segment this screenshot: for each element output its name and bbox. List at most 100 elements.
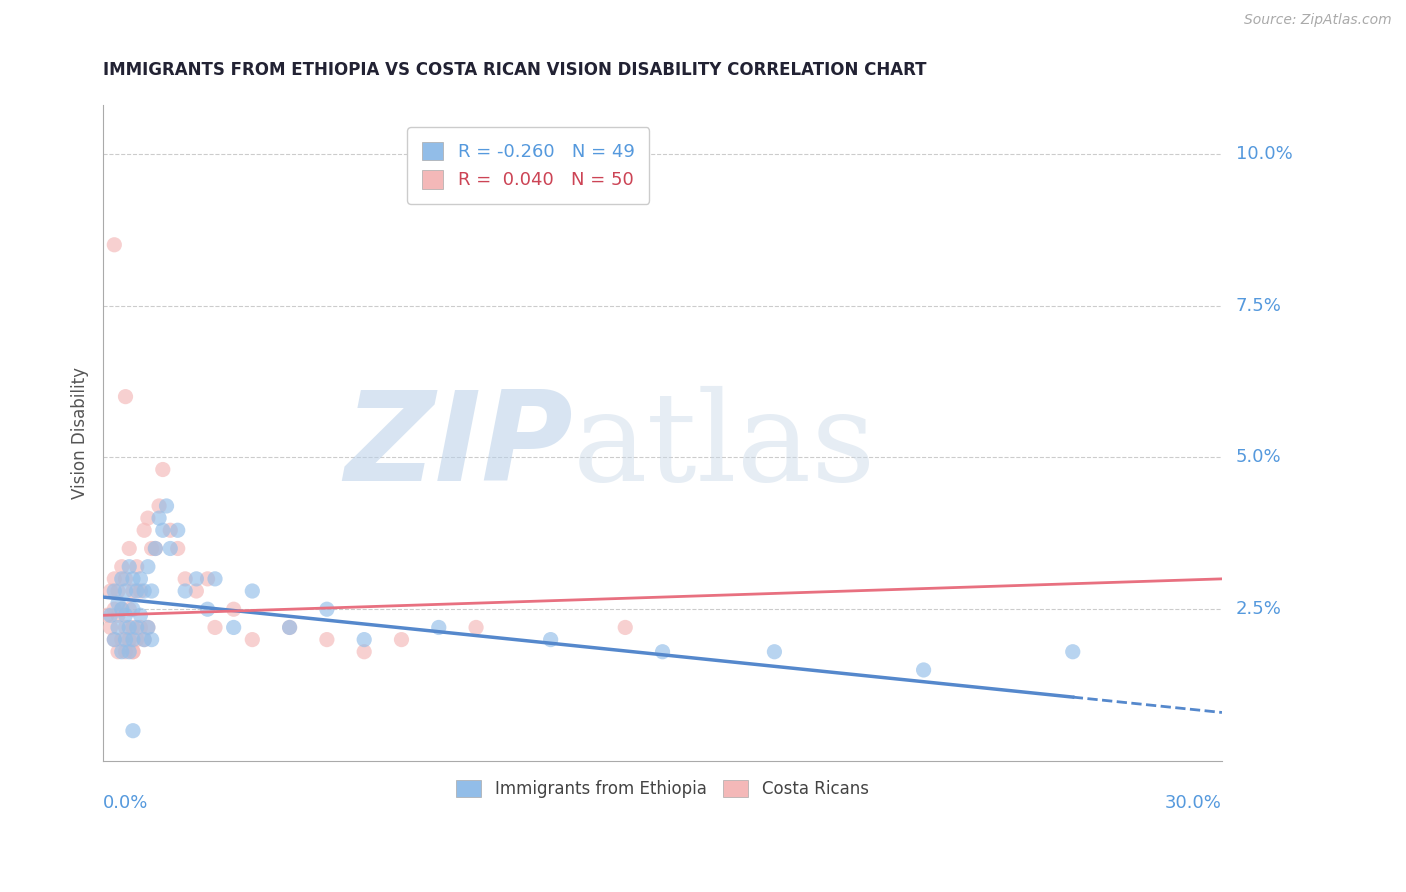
- Point: [129, 584, 152, 599]
- Point: [166, 523, 188, 537]
- Point: [129, 608, 152, 623]
- Text: atlas: atlas: [574, 385, 876, 507]
- Point: [111, 602, 134, 616]
- Point: [125, 584, 148, 599]
- Point: [141, 541, 163, 556]
- Point: [912, 663, 935, 677]
- Text: 5.0%: 5.0%: [1236, 449, 1281, 467]
- Point: [204, 572, 226, 586]
- Text: 2.5%: 2.5%: [1236, 600, 1282, 618]
- Point: [315, 632, 337, 647]
- Point: [174, 584, 197, 599]
- Point: [114, 390, 136, 404]
- Point: [174, 572, 197, 586]
- Point: [136, 559, 159, 574]
- Point: [159, 523, 181, 537]
- Point: [96, 608, 118, 623]
- Point: [125, 559, 148, 574]
- Point: [122, 602, 145, 616]
- Point: [100, 608, 122, 623]
- Point: [103, 572, 125, 586]
- Point: [315, 602, 337, 616]
- Point: [427, 620, 450, 634]
- Point: [278, 620, 301, 634]
- Point: [118, 632, 141, 647]
- Point: [100, 620, 122, 634]
- Point: [122, 584, 145, 599]
- Point: [114, 632, 136, 647]
- Point: [118, 645, 141, 659]
- Point: [111, 559, 134, 574]
- Point: [222, 620, 245, 634]
- Point: [103, 584, 125, 599]
- Point: [111, 602, 134, 616]
- Point: [129, 572, 152, 586]
- Point: [278, 620, 301, 634]
- Point: [136, 620, 159, 634]
- Point: [763, 645, 786, 659]
- Text: 0.0%: 0.0%: [103, 794, 149, 812]
- Point: [143, 541, 166, 556]
- Point: [107, 645, 129, 659]
- Point: [103, 632, 125, 647]
- Point: [159, 541, 181, 556]
- Point: [114, 572, 136, 586]
- Point: [114, 584, 136, 599]
- Point: [134, 632, 156, 647]
- Point: [152, 523, 174, 537]
- Point: [141, 632, 163, 647]
- Point: [148, 499, 170, 513]
- Point: [240, 632, 263, 647]
- Point: [107, 608, 129, 623]
- Point: [122, 632, 145, 647]
- Point: [122, 645, 145, 659]
- Point: [148, 511, 170, 525]
- Point: [103, 632, 125, 647]
- Point: [134, 523, 156, 537]
- Point: [122, 645, 145, 659]
- Point: [122, 572, 145, 586]
- Point: [204, 620, 226, 634]
- Point: [111, 645, 134, 659]
- Text: 10.0%: 10.0%: [1236, 145, 1292, 162]
- Point: [114, 620, 136, 634]
- Point: [134, 632, 156, 647]
- Point: [129, 620, 152, 634]
- Point: [103, 237, 125, 252]
- Point: [240, 584, 263, 599]
- Point: [118, 541, 141, 556]
- Point: [197, 602, 219, 616]
- Point: [136, 511, 159, 525]
- Point: [122, 620, 145, 634]
- Point: [353, 632, 375, 647]
- Legend: Immigrants from Ethiopia, Costa Ricans: Immigrants from Ethiopia, Costa Ricans: [443, 767, 882, 812]
- Point: [136, 620, 159, 634]
- Point: [152, 462, 174, 476]
- Point: [114, 608, 136, 623]
- Point: [134, 584, 156, 599]
- Point: [107, 620, 129, 634]
- Point: [122, 723, 145, 738]
- Point: [614, 620, 637, 634]
- Point: [125, 632, 148, 647]
- Point: [111, 632, 134, 647]
- Point: [118, 559, 141, 574]
- Text: ZIP: ZIP: [344, 385, 574, 507]
- Point: [143, 541, 166, 556]
- Point: [222, 602, 245, 616]
- Point: [107, 584, 129, 599]
- Point: [118, 602, 141, 616]
- Point: [1062, 645, 1084, 659]
- Text: 30.0%: 30.0%: [1166, 794, 1222, 812]
- Point: [651, 645, 673, 659]
- Point: [186, 584, 208, 599]
- Point: [540, 632, 562, 647]
- Point: [197, 572, 219, 586]
- Point: [353, 645, 375, 659]
- Point: [107, 596, 129, 610]
- Point: [114, 645, 136, 659]
- Point: [118, 620, 141, 634]
- Text: IMMIGRANTS FROM ETHIOPIA VS COSTA RICAN VISION DISABILITY CORRELATION CHART: IMMIGRANTS FROM ETHIOPIA VS COSTA RICAN …: [103, 61, 927, 78]
- Point: [125, 620, 148, 634]
- Y-axis label: Vision Disability: Vision Disability: [72, 368, 89, 500]
